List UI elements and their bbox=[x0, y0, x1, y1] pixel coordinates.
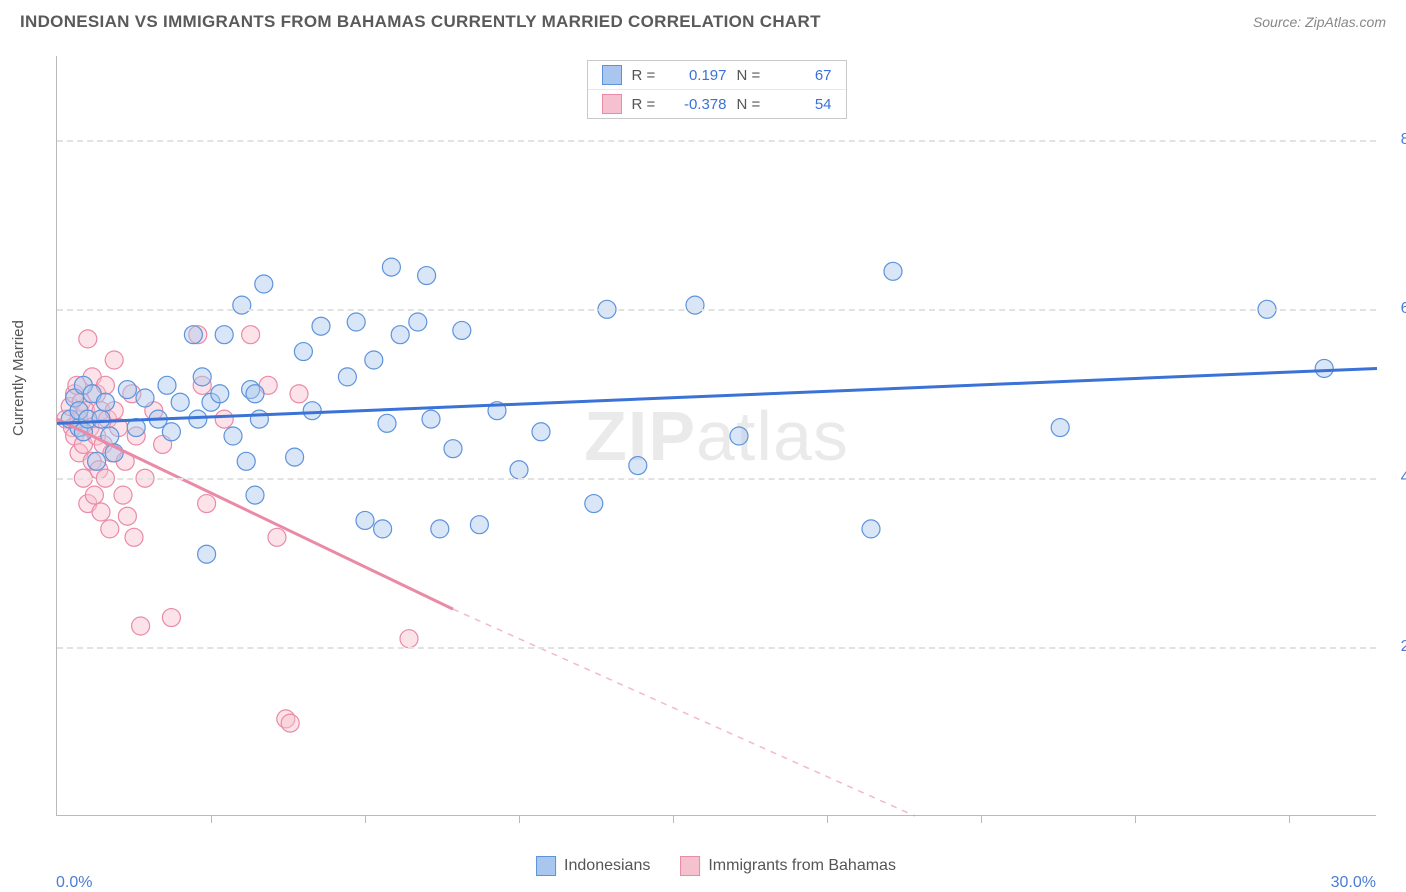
x-axis-max-label: 30.0% bbox=[1331, 874, 1376, 892]
swatch-series2 bbox=[602, 94, 622, 114]
legend-label-series1: Indonesians bbox=[564, 857, 650, 875]
x-axis-min-label: 0.0% bbox=[56, 874, 92, 892]
plot-area: ZIPatlas R = 0.197 N = 67 R = -0.378 N =… bbox=[56, 56, 1376, 816]
y-tick-label: 60.0% bbox=[1401, 300, 1406, 318]
chart-title: INDONESIAN VS IMMIGRANTS FROM BAHAMAS CU… bbox=[20, 12, 821, 32]
n-value-series1: 67 bbox=[777, 67, 832, 84]
legend-item-series1: Indonesians bbox=[536, 856, 650, 876]
n-label: N = bbox=[737, 96, 767, 113]
swatch-series1 bbox=[536, 856, 556, 876]
swatch-series2 bbox=[680, 856, 700, 876]
correlation-legend: R = 0.197 N = 67 R = -0.378 N = 54 bbox=[587, 60, 847, 119]
y-axis-label: Currently Married bbox=[10, 320, 27, 436]
chart-container: Currently Married ZIPatlas R = 0.197 N =… bbox=[46, 56, 1386, 846]
y-tick-label: 80.0% bbox=[1401, 131, 1406, 149]
n-value-series2: 54 bbox=[777, 96, 832, 113]
y-tick-label: 40.0% bbox=[1401, 469, 1406, 487]
series-legend: Indonesians Immigrants from Bahamas bbox=[536, 856, 896, 876]
n-label: N = bbox=[737, 67, 767, 84]
r-value-series1: 0.197 bbox=[672, 67, 727, 84]
legend-row-series1: R = 0.197 N = 67 bbox=[588, 61, 846, 89]
r-label: R = bbox=[632, 96, 662, 113]
r-value-series2: -0.378 bbox=[672, 96, 727, 113]
y-tick-label: 20.0% bbox=[1401, 638, 1406, 656]
chart-svg bbox=[57, 56, 1376, 815]
legend-label-series2: Immigrants from Bahamas bbox=[708, 857, 896, 875]
r-label: R = bbox=[632, 67, 662, 84]
source-label: Source: ZipAtlas.com bbox=[1253, 14, 1386, 30]
legend-item-series2: Immigrants from Bahamas bbox=[680, 856, 896, 876]
legend-row-series2: R = -0.378 N = 54 bbox=[588, 89, 846, 118]
header-bar: INDONESIAN VS IMMIGRANTS FROM BAHAMAS CU… bbox=[0, 0, 1406, 40]
swatch-series1 bbox=[602, 65, 622, 85]
